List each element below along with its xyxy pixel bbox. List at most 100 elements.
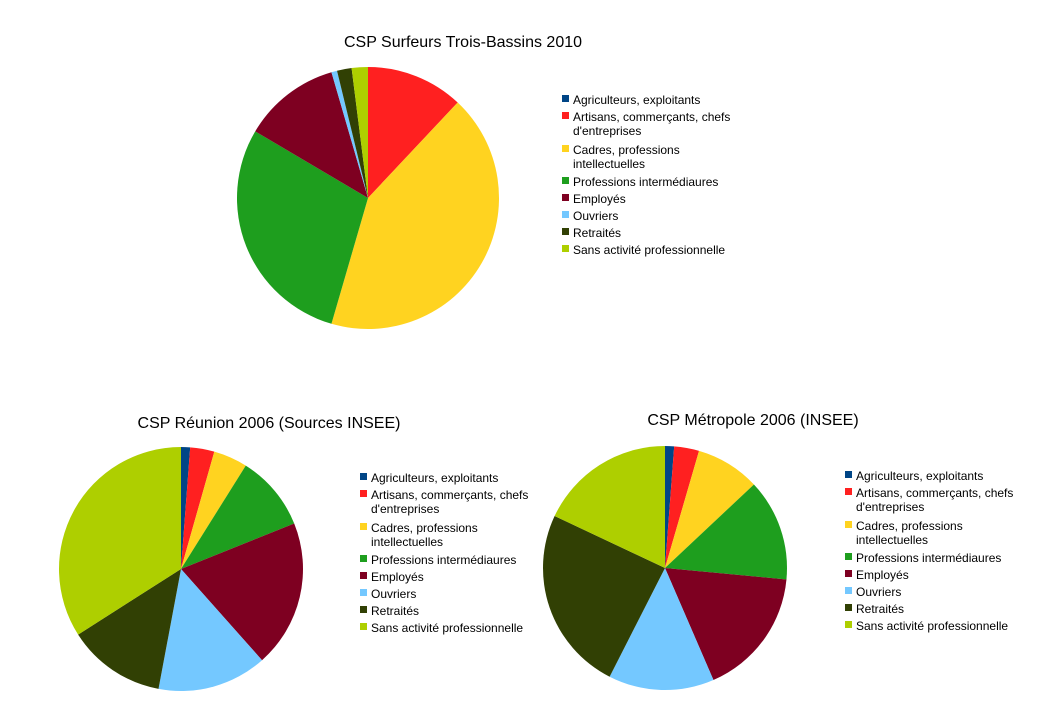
legend-swatch	[562, 95, 569, 102]
legend-label: Agriculteurs, exploitants	[371, 471, 498, 485]
legend-item-sans-activite: Sans activité professionnelle	[360, 621, 523, 635]
legend-label: Agriculteurs, exploitants	[573, 93, 700, 107]
pie-slice-sans-activite	[554, 446, 665, 568]
legend-metropole: Agriculteurs, exploitants Artisans, comme…	[845, 469, 1013, 633]
pie-slice-professions-intermediaires	[665, 484, 787, 580]
pie-slice-agriculteurs	[665, 446, 675, 568]
legend-item-ouvriers: Ouvriers	[360, 587, 416, 601]
legend-item-agriculteurs: Agriculteurs, exploitants	[562, 93, 700, 107]
legend-item-professions-intermediaires: Professions intermédiaures	[360, 553, 516, 567]
pie-slice-retraites	[337, 68, 368, 198]
legend-item-employes: Employés	[845, 568, 909, 582]
legend-swatch	[562, 145, 569, 152]
pie-slice-employes	[255, 72, 368, 198]
legend-swatch	[360, 606, 367, 613]
legend-swatch	[845, 471, 852, 478]
pie-slice-retraites	[542, 516, 665, 677]
legend-label: d'entreprises	[856, 500, 924, 514]
legend-label: Sans activité professionnelle	[371, 621, 523, 635]
legend-item-ouvriers: Ouvriers	[562, 209, 618, 223]
legend-swatch	[562, 177, 569, 184]
legend-label: Professions intermédiaures	[856, 551, 1001, 565]
legend-swatch	[562, 194, 569, 201]
legend-label: Retraités	[371, 604, 419, 618]
legend-label: Cadres, professions	[371, 521, 478, 535]
legend-swatch	[360, 473, 367, 480]
legend-label: Employés	[573, 192, 626, 206]
legend-item-sans-activite: Sans activité professionnelle	[845, 619, 1008, 633]
legend-label: intellectuelles	[573, 157, 645, 171]
pie-slice-employes	[665, 568, 787, 680]
legend-item-artisans: Artisans, commerçants, chefsd'entreprise…	[360, 488, 528, 516]
legend-label: Employés	[371, 570, 424, 584]
pie-slice-professions-intermediaires	[181, 465, 295, 569]
legend-surfeurs: Agriculteurs, exploitants Artisans, comme…	[562, 93, 730, 257]
pie-slice-ouvriers	[158, 569, 263, 691]
legend-label: Artisans, commerçants, chefs	[856, 486, 1013, 500]
legend-swatch	[845, 570, 852, 577]
legend-label: Artisans, commerçants, chefs	[371, 488, 528, 502]
legend-item-employes: Employés	[360, 570, 424, 584]
legend-label: d'entreprises	[573, 124, 641, 138]
legend-swatch	[562, 211, 569, 218]
legend-item-retraites: Retraités	[562, 226, 621, 240]
legend-swatch	[845, 553, 852, 560]
legend-item-artisans: Artisans, commerçants, chefsd'entreprise…	[845, 486, 1013, 514]
legend-label: d'entreprises	[371, 502, 439, 516]
pie-slice-ouvriers	[331, 70, 368, 198]
chart-title: CSP Réunion 2006 (Sources INSEE)	[138, 415, 401, 432]
legend-reunion: Agriculteurs, exploitants Artisans, comme…	[360, 471, 528, 635]
legend-swatch	[845, 521, 852, 528]
pie-slice-cadres	[181, 451, 246, 569]
legend-swatch	[845, 488, 852, 495]
pie-slice-cadres	[331, 102, 499, 329]
legend-swatch	[360, 572, 367, 579]
legend-item-retraites: Retraités	[360, 604, 419, 618]
legend-swatch	[562, 245, 569, 252]
pie-slice-artisans	[665, 446, 700, 568]
legend-label: Professions intermédiaures	[371, 553, 516, 567]
pie-slice-ouvriers	[609, 568, 714, 690]
chart-reunion: CSP Réunion 2006 (Sources INSEE) Agricul…	[58, 415, 528, 691]
pie-slice-artisans	[181, 447, 215, 569]
legend-item-professions-intermediaires: Professions intermédiaures	[845, 551, 1001, 565]
legend-swatch	[360, 623, 367, 630]
chart-title: CSP Surfeurs Trois-Bassins 2010	[344, 34, 582, 51]
legend-item-sans-activite: Sans activité professionnelle	[562, 243, 725, 257]
legend-label: Sans activité professionnelle	[573, 243, 725, 257]
pie-surfeurs	[236, 67, 499, 329]
legend-item-agriculteurs: Agriculteurs, exploitants	[845, 469, 983, 483]
pie-slice-sans-activite	[351, 67, 368, 198]
legend-swatch	[562, 112, 569, 119]
legend-label: Sans activité professionnelle	[856, 619, 1008, 633]
legend-label: Professions intermédiaures	[573, 175, 718, 189]
legend-label: Cadres, professions	[573, 143, 680, 157]
chart-surfeurs: CSP Surfeurs Trois-Bassins 2010 Agricult…	[236, 34, 730, 329]
legend-swatch	[360, 490, 367, 497]
legend-item-retraites: Retraités	[845, 602, 904, 616]
legend-item-agriculteurs: Agriculteurs, exploitants	[360, 471, 498, 485]
pie-slice-agriculteurs	[181, 447, 191, 569]
pie-slice-retraites	[78, 569, 181, 689]
pie-slice-employes	[181, 523, 303, 661]
legend-label: Ouvriers	[371, 587, 416, 601]
legend-swatch	[845, 621, 852, 628]
legend-label: Artisans, commerçants, chefs	[573, 110, 730, 124]
chart-metropole: CSP Métropole 2006 (INSEE) Agriculteurs,…	[542, 412, 1013, 690]
legend-item-artisans: Artisans, commerçants, chefsd'entreprise…	[562, 110, 730, 138]
legend-label: Agriculteurs, exploitants	[856, 469, 983, 483]
legend-swatch	[845, 604, 852, 611]
legend-label: intellectuelles	[856, 533, 928, 547]
pie-slice-sans-activite	[58, 447, 181, 635]
legend-label: Employés	[856, 568, 909, 582]
legend-label: Cadres, professions	[856, 519, 963, 533]
legend-label: Retraités	[856, 602, 904, 616]
legend-item-professions-intermediaires: Professions intermédiaures	[562, 175, 718, 189]
pie-slice-professions-intermediaires	[236, 131, 368, 324]
pie-slice-artisans	[368, 67, 458, 198]
legend-swatch	[845, 587, 852, 594]
legend-item-ouvriers: Ouvriers	[845, 585, 901, 599]
